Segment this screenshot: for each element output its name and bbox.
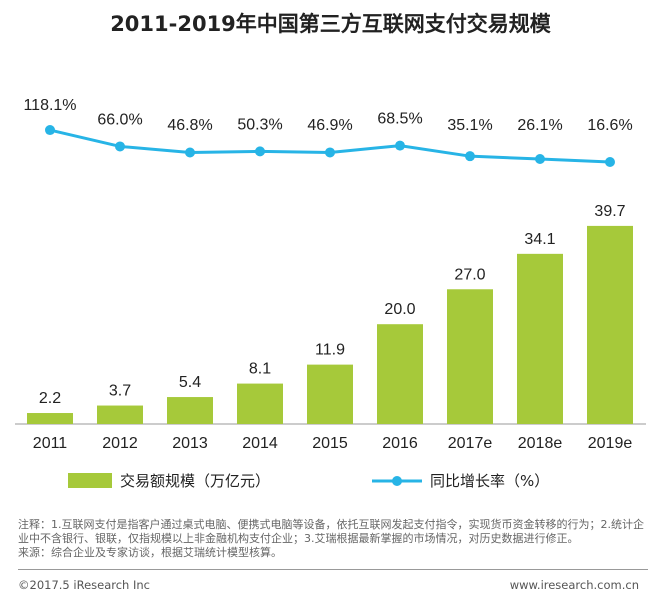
notes: 注释：1.互联网支付是指客户通过桌式电脑、便携式电脑等设备，依托互联网发起支付指… [18, 518, 648, 560]
growth-value-label: 50.3% [237, 116, 282, 133]
bar [27, 413, 73, 424]
chart-title: 2011-2019年中国第三方互联网支付交易规模 [110, 12, 551, 36]
growth-point [325, 147, 335, 158]
note-text: 注释：1.互联网支付是指客户通过桌式电脑、便携式电脑等设备，依托互联网发起支付指… [18, 518, 644, 545]
bar-value-label: 27.0 [454, 266, 485, 283]
growth-value-label: 68.5% [377, 111, 422, 128]
bar [447, 289, 493, 424]
growth-point [115, 141, 125, 152]
growth-point [45, 125, 55, 136]
bar-value-label: 3.7 [109, 383, 131, 400]
bar-value-label: 8.1 [249, 361, 271, 378]
growth-value-label: 46.9% [307, 117, 352, 134]
growth-point [255, 146, 265, 157]
x-tick-label: 2018e [518, 435, 563, 452]
growth-value-label: 16.6% [587, 117, 632, 134]
growth-point [395, 140, 405, 151]
bar-value-label: 5.4 [179, 374, 201, 391]
legend-bar: 交易额规模（万亿元） [68, 470, 270, 491]
x-tick-label: 2019e [588, 435, 633, 452]
bar [517, 253, 563, 424]
x-tick-label: 2016 [382, 435, 418, 452]
website-url: www.iresearch.com.cn [509, 578, 639, 592]
chart-area: 2.2 2011 3.7 2012 5.4 2013 8.1 2014 11.9 2015 20.0… [15, 97, 646, 452]
x-tick-label: 2015 [312, 435, 348, 452]
bar [237, 383, 283, 424]
bar [377, 324, 423, 424]
bar [167, 397, 213, 424]
legend-line-marker [372, 475, 422, 486]
x-tick-label: 2017e [448, 435, 493, 452]
x-tick-label: 2011 [33, 435, 68, 452]
source-text: 来源：综合企业及专家访谈，根据艾瑞统计模型核算。 [18, 546, 282, 559]
legend-line-label: 同比增长率（%） [430, 472, 550, 490]
copyright: ©2017.5 iResearch Inc [18, 578, 150, 592]
bar [97, 405, 143, 424]
growth-point [535, 154, 545, 165]
bar-value-label: 11.9 [315, 342, 345, 359]
growth-value-label: 46.8% [167, 117, 212, 134]
bar [307, 364, 353, 424]
growth-point [465, 151, 475, 162]
bar-value-label: 34.1 [524, 231, 555, 248]
bar [587, 225, 633, 424]
growth-value-label: 66.0% [97, 111, 142, 128]
divider [18, 569, 648, 570]
growth-value-label: 26.1% [517, 117, 562, 134]
x-tick-label: 2014 [242, 435, 278, 452]
legend-bar-swatch [68, 473, 112, 488]
bar-value-label: 39.7 [594, 203, 625, 220]
x-tick-label: 2012 [102, 435, 138, 452]
growth-value-label: 118.1% [23, 97, 76, 114]
x-tick-label: 2013 [172, 435, 208, 452]
legend-bar-label: 交易额规模（万亿元） [120, 472, 271, 490]
growth-point [185, 147, 195, 158]
bar-value-label: 2.2 [39, 390, 61, 407]
growth-value-label: 35.1% [447, 117, 492, 134]
bar-value-label: 20.0 [384, 301, 415, 318]
growth-point [605, 157, 615, 167]
legend-line: 同比增长率（%） [372, 470, 549, 491]
